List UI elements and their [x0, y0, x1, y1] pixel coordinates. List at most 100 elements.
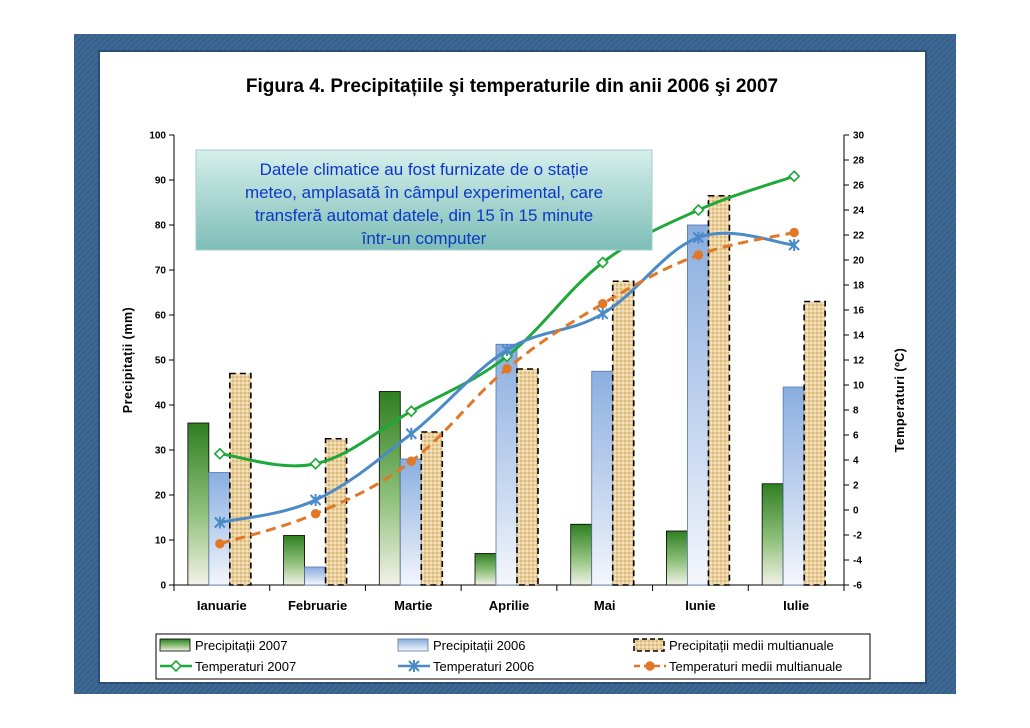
- bar: [495, 343, 518, 586]
- bar: [707, 194, 731, 586]
- bar: [420, 431, 444, 586]
- lines: [213, 170, 801, 549]
- x-tick-label: Februarie: [288, 598, 347, 613]
- annotation-line-3: transferă automat datele, din 15 în 15 m…: [255, 206, 593, 225]
- data-point: [213, 447, 226, 460]
- bar: [516, 368, 539, 586]
- data-point: [789, 227, 799, 238]
- data-point: [408, 660, 420, 672]
- legend: Precipitații 2007 Precipitații 2006 Precip…: [155, 633, 871, 680]
- legend-swatch: [159, 638, 191, 652]
- legend-label: Precipitații 2007: [195, 638, 288, 653]
- legend-label: Precipitații 2006: [433, 638, 526, 653]
- y-tick-label-right: 6: [853, 431, 859, 442]
- bar: [761, 483, 784, 586]
- x-tick-label: Iunie: [685, 598, 715, 613]
- bar: [803, 300, 826, 586]
- legend-label: Temperaturi medii multianuale: [669, 659, 842, 674]
- data-point: [692, 231, 705, 244]
- x-tick-label: Iulie: [783, 598, 809, 613]
- data-point: [405, 427, 417, 440]
- y-tick-label-left: 20: [155, 491, 167, 502]
- y-tick-label-right: 14: [853, 331, 865, 342]
- legend-label: Temperaturi 2006: [433, 659, 534, 674]
- bar: [611, 280, 635, 586]
- data-point: [596, 256, 609, 269]
- data-point: [309, 457, 322, 470]
- annotation-background: [195, 149, 653, 251]
- data-point: [788, 239, 800, 251]
- y-tick-label-right: 18: [853, 281, 865, 292]
- data-point: [214, 516, 226, 529]
- y-tick-label-right: -6: [853, 581, 862, 592]
- y-tick-label-left: 0: [160, 581, 166, 592]
- data-point: [310, 509, 321, 519]
- bar: [570, 523, 593, 586]
- y-tick-label-right: -2: [853, 531, 862, 542]
- y-tick-label-left: 70: [155, 266, 167, 277]
- x-tick-label: Aprilie: [489, 598, 529, 613]
- data-point: [309, 494, 322, 506]
- data-point: [501, 344, 513, 356]
- y-tick-label-right: 2: [853, 481, 859, 492]
- y-tick-label-right: 16: [853, 306, 865, 317]
- bar: [187, 422, 210, 586]
- legend-swatch: [397, 638, 429, 652]
- x-tick-label: Ianuarie: [197, 598, 247, 613]
- legend-label: Precipitații medii multianuale: [669, 638, 834, 653]
- legend-swatch: [633, 638, 665, 652]
- data-point: [788, 170, 801, 183]
- y-tick-label-right: 4: [853, 456, 859, 467]
- y-tick-label-right: 30: [853, 131, 865, 142]
- data-point: [406, 456, 416, 466]
- data-point: [215, 539, 225, 549]
- y-axis-right-label: Temperaturi (ºC): [893, 348, 907, 453]
- y-tick-label-right: 20: [853, 256, 865, 267]
- legend-label: Temperaturi 2007: [195, 659, 296, 674]
- data-point: [693, 250, 704, 260]
- y-tick-label-right: 24: [853, 206, 865, 217]
- y-tick-label-left: 90: [155, 176, 167, 187]
- bar: [591, 370, 614, 586]
- data-point: [598, 299, 608, 309]
- data-point: [645, 661, 655, 671]
- y-tick-label-right: 12: [853, 356, 865, 367]
- y-tick-label-left: 10: [155, 536, 167, 547]
- y-tick-label-left: 40: [155, 401, 167, 412]
- bar: [782, 386, 805, 586]
- y-tick-label-right: 26: [853, 181, 865, 192]
- data-point: [502, 364, 512, 374]
- bar: [208, 472, 231, 586]
- data-point: [405, 405, 418, 418]
- annotation-line-4: într-un computer: [361, 229, 487, 248]
- annotation-line-1: Datele climatice au fost furnizate de o …: [260, 160, 589, 179]
- y-tick-label-right: 22: [853, 231, 865, 242]
- y-tick-label-right: 28: [853, 156, 865, 167]
- data-point: [692, 203, 705, 217]
- bar: [324, 437, 348, 586]
- x-tick-label: Mai: [594, 598, 616, 613]
- y-tick-label-right: 8: [853, 406, 859, 417]
- data-point: [597, 307, 609, 320]
- data-point: [169, 659, 183, 673]
- chart-title: Figura 4. Precipitațiile şi temperaturil…: [246, 76, 778, 97]
- annotation-box: Datele climatice au fost furnizate de o …: [195, 149, 653, 251]
- bar: [229, 372, 252, 586]
- y-tick-label-right: 10: [853, 381, 865, 392]
- y-tick-label-right: 0: [853, 506, 859, 517]
- bar: [687, 224, 709, 586]
- y-tick-label-left: 80: [155, 221, 167, 232]
- y-axis-left-label: Precipitații (mm): [121, 307, 135, 413]
- annotation-line-2: meteo, amplasată în câmpul experimental,…: [245, 183, 603, 202]
- bar: [399, 458, 422, 586]
- y-tick-label-left: 30: [155, 446, 167, 457]
- bar: [666, 530, 688, 586]
- x-tick-label: Martie: [394, 598, 432, 613]
- bars: [187, 194, 826, 586]
- y-tick-label-left: 100: [149, 131, 166, 142]
- legend-box: [155, 633, 871, 680]
- y-tick-label-right: -4: [853, 556, 862, 567]
- y-tick-label-left: 60: [155, 311, 167, 322]
- y-tick-label-left: 50: [155, 356, 167, 367]
